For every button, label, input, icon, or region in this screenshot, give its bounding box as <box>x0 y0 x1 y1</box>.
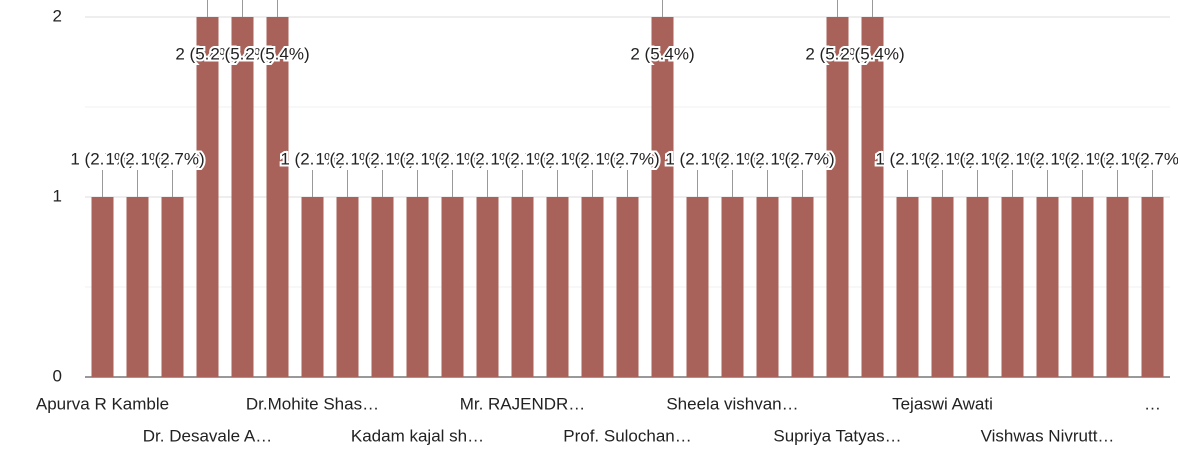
value-label: 2 (5.4%) <box>245 44 309 63</box>
bar <box>266 17 289 377</box>
bar <box>616 197 639 377</box>
bar <box>896 197 919 377</box>
x-tick-label: Mr. RAJENDR… <box>460 394 586 413</box>
value-label: 1 (2.7%) <box>525 149 589 168</box>
bar <box>581 197 604 377</box>
value-label: 1 (2.7%) <box>770 149 834 168</box>
value-label: 2 (5.4%) <box>840 44 904 63</box>
value-label: 1 (2.7%) <box>350 149 414 168</box>
value-label: 2 (5.4%) <box>805 44 869 63</box>
value-label: 2 (5.4%) <box>630 44 694 63</box>
bar <box>1071 197 1094 377</box>
bar <box>1036 197 1059 377</box>
value-label: 1 (2.7%) <box>980 149 1044 168</box>
value-label: 1 (2.7%) <box>70 149 134 168</box>
bar <box>406 197 429 377</box>
bar <box>966 197 989 377</box>
value-label: 2 (5.4%) <box>210 44 274 63</box>
value-label: 1 (2.7%) <box>1085 149 1149 168</box>
bar <box>196 17 219 377</box>
value-label: 1 (2.7%) <box>665 149 729 168</box>
value-label: 1 (2.7%) <box>420 149 484 168</box>
y-tick-label: 0 <box>53 366 62 385</box>
bar <box>336 197 359 377</box>
x-tick-label: … <box>1144 394 1161 413</box>
value-label: 1 (2.7%) <box>280 149 344 168</box>
bar <box>826 17 849 377</box>
bar <box>651 17 674 377</box>
value-label: 1 (2.7%) <box>1120 149 1178 168</box>
y-tick-label: 2 <box>53 6 62 25</box>
value-label: 1 (2.7%) <box>735 149 799 168</box>
value-label: 1 (2.7%) <box>945 149 1009 168</box>
value-label: 1 (2.7%) <box>105 149 169 168</box>
x-tick-label: Dr.Mohite Shas… <box>246 394 379 413</box>
bar <box>301 197 324 377</box>
x-tick-label: Prof. Sulochan… <box>563 426 692 445</box>
bar <box>371 197 394 377</box>
bar <box>546 197 569 377</box>
bar <box>686 197 709 377</box>
value-label: 1 (2.7%) <box>385 149 449 168</box>
bar <box>511 197 534 377</box>
x-tick-label: Sheela vishvan… <box>666 394 798 413</box>
value-label: 1 (2.7%) <box>490 149 554 168</box>
value-label: 1 (2.7%) <box>560 149 624 168</box>
bar <box>756 197 779 377</box>
bar <box>126 197 149 377</box>
value-label: 1 (2.7%) <box>140 149 204 168</box>
bar <box>931 197 954 377</box>
value-label: 1 (2.7%) <box>455 149 519 168</box>
y-tick-label: 1 <box>53 186 62 205</box>
bar <box>1141 197 1164 377</box>
value-label: 1 (2.7%) <box>875 149 939 168</box>
x-tick-label: Apurva R Kamble <box>36 394 169 413</box>
x-tick-label: Vishwas Nivrutt… <box>981 426 1115 445</box>
bar <box>161 197 184 377</box>
value-label: 2 (5.4%) <box>175 44 239 63</box>
value-label: 1 (2.7%) <box>595 149 659 168</box>
x-tick-label: Supriya Tatyas… <box>773 426 901 445</box>
value-label: 1 (2.7%) <box>315 149 379 168</box>
bar <box>1106 197 1129 377</box>
x-tick-label: Dr. Desavale A… <box>143 426 272 445</box>
bar <box>476 197 499 377</box>
value-label: 1 (2.7%) <box>1050 149 1114 168</box>
bar <box>231 17 254 377</box>
x-tick-label: Kadam kajal sh… <box>351 426 484 445</box>
bar <box>1001 197 1024 377</box>
bar <box>861 17 884 377</box>
bar <box>441 197 464 377</box>
x-tick-label: Tejaswi Awati <box>892 394 993 413</box>
value-label: 1 (2.7%) <box>700 149 764 168</box>
value-label: 1 (2.7%) <box>1015 149 1079 168</box>
bar <box>791 197 814 377</box>
value-label: 1 (2.7%) <box>910 149 974 168</box>
bar <box>91 197 114 377</box>
bar <box>721 197 744 377</box>
